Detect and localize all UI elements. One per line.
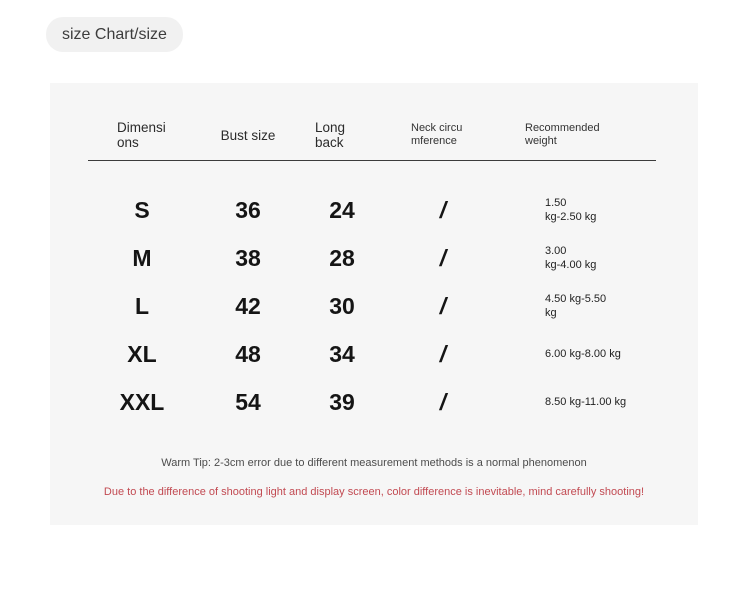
weight-value: 1.50 kg-2.50 kg <box>502 196 656 225</box>
table-row-xl: XL 48 34 / 6.00 kg-8.00 kg <box>88 330 656 378</box>
weight-line1: 4.50 kg-5.50 <box>545 292 607 305</box>
bust-value: 36 <box>235 196 261 223</box>
size-chart-badge: size Chart/size <box>46 17 183 52</box>
header-neck-circumference: Neck circu mference <box>384 122 502 148</box>
warm-tip-note: Warm Tip: 2-3cm error due to different m… <box>161 457 587 469</box>
long-back-value: 24 <box>329 196 355 223</box>
weight-line1: 3.00 <box>545 244 567 257</box>
header-recommended-weight-line1: Recommended <box>525 121 600 134</box>
neck-circumference-value: / <box>439 388 447 415</box>
size-cell: XXL <box>119 388 165 415</box>
weight-value: 8.50 kg-11.00 kg <box>502 395 656 409</box>
weight-line2: kg <box>545 307 557 320</box>
neck-circumference-value: / <box>439 244 447 271</box>
header-long-back-line2: back <box>315 135 344 151</box>
table-row-m: M 38 28 / 3.00 kg-4.00 kg <box>88 234 656 282</box>
size-table: Dimensi ons Bust size Long back Neck cir… <box>88 83 656 426</box>
neck-circumference-value: / <box>439 292 447 319</box>
size-cell: S <box>134 196 150 223</box>
weight-line1: 8.50 kg-11.00 kg <box>545 396 627 409</box>
bust-value: 42 <box>235 292 261 319</box>
header-long-back: Long back <box>300 120 384 150</box>
long-back-value: 28 <box>329 244 355 271</box>
bust-value: 38 <box>235 244 261 271</box>
long-back-value: 39 <box>329 388 355 415</box>
header-recommended-weight-line2: weight <box>525 135 557 148</box>
neck-circumference-value: / <box>439 196 447 223</box>
bust-value: 48 <box>235 340 261 367</box>
weight-line1: 6.00 kg-8.00 kg <box>545 348 621 361</box>
long-back-value: 30 <box>329 292 355 319</box>
weight-line2: kg-4.00 kg <box>545 259 597 272</box>
weight-value: 6.00 kg-8.00 kg <box>502 347 656 361</box>
size-cell: XL <box>127 340 157 367</box>
header-dimensions-line1: Dimensi <box>117 120 166 135</box>
header-dimensions: Dimensi ons <box>88 120 196 150</box>
header-neck-circumference-line2: mference <box>411 135 457 148</box>
color-warning-note: Due to the difference of shooting light … <box>103 486 645 498</box>
header-dimensions-line2: ons <box>117 135 139 151</box>
size-table-body: S 36 24 / 1.50 kg-2.50 kg M 38 28 / 3.00… <box>88 186 656 426</box>
header-bust-size-line1: Bust size <box>220 127 276 143</box>
neck-circumference-value: / <box>439 340 447 367</box>
header-bust-size: Bust size <box>196 128 300 143</box>
size-cell: L <box>134 292 150 319</box>
size-cell: M <box>132 244 152 271</box>
table-row-l: L 42 30 / 4.50 kg-5.50 kg <box>88 282 656 330</box>
table-row-xxl: XXL 54 39 / 8.50 kg-11.00 kg <box>88 378 656 426</box>
size-table-header-row: Dimensi ons Bust size Long back Neck cir… <box>88 83 656 162</box>
header-long-back-line1: Long <box>315 120 346 135</box>
long-back-value: 34 <box>329 340 355 367</box>
weight-value: 3.00 kg-4.00 kg <box>502 244 656 273</box>
header-recommended-weight: Recommended weight <box>502 122 656 148</box>
bust-value: 54 <box>235 388 261 415</box>
weight-line2: kg-2.50 kg <box>545 211 597 224</box>
weight-line1: 1.50 <box>545 196 567 209</box>
table-row-s: S 36 24 / 1.50 kg-2.50 kg <box>88 186 656 234</box>
header-neck-circumference-line1: Neck circu <box>411 121 463 134</box>
size-chart-card: Dimensi ons Bust size Long back Neck cir… <box>50 83 698 525</box>
weight-value: 4.50 kg-5.50 kg <box>502 292 656 321</box>
